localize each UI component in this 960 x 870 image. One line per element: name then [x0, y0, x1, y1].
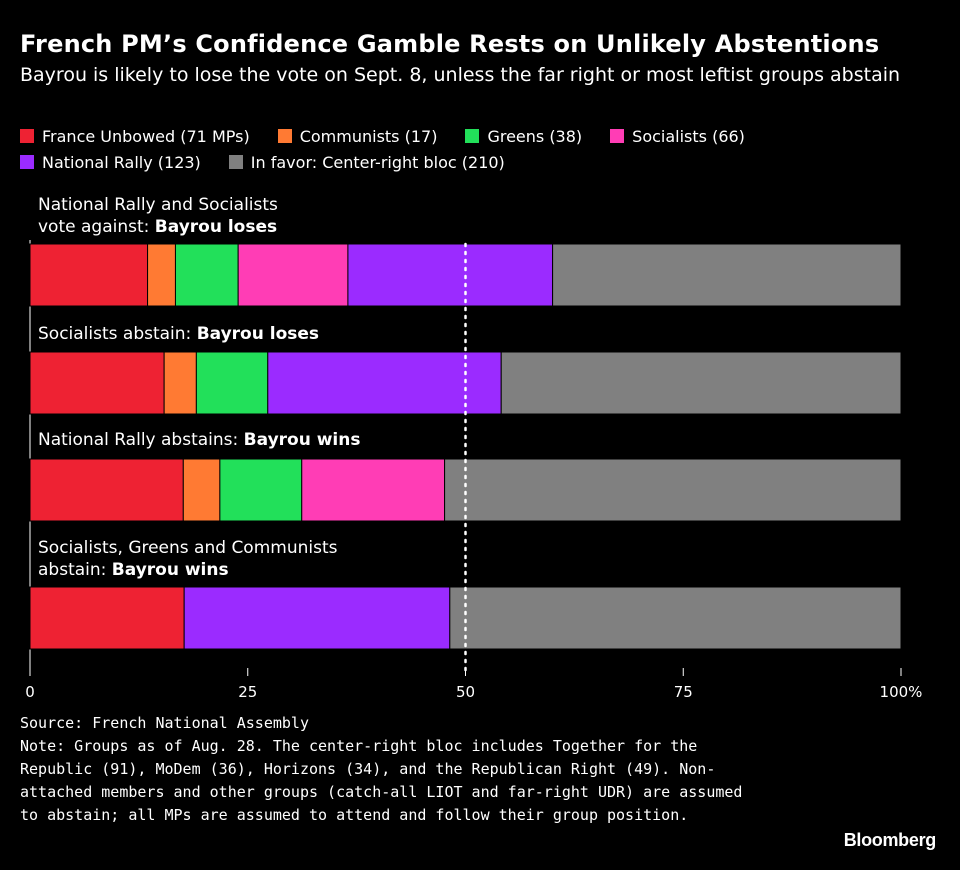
bar-segment-2-6 [500, 351, 902, 415]
bar-segment-2-2 [163, 351, 197, 415]
scenario-label-4: Socialists, Greens and Communists abstai… [38, 537, 458, 581]
x-tick-label: 75 [674, 683, 693, 701]
bar-segment-3-2 [182, 458, 221, 522]
bar-segment-3-6 [444, 458, 902, 522]
bar-segment-1-5 [347, 243, 554, 307]
legend-item-socialists: Socialists (66) [610, 127, 745, 146]
bar-segment-1-1 [29, 243, 149, 307]
bar-segment-1-3 [174, 243, 239, 307]
legend-swatch [465, 129, 480, 143]
legend-item-center-right: In favor: Center-right bloc (210) [228, 152, 505, 172]
bar-segment-2-3 [195, 351, 269, 415]
legend-swatch [228, 155, 243, 169]
legend-item-national-rally: National Rally (123) [20, 153, 201, 172]
scenario-outcome: Bayrou loses [154, 217, 278, 237]
bar-segment-2-5 [267, 351, 502, 415]
bar-segment-4-5 [183, 586, 451, 650]
chart-title: French PM’s Confidence Gamble Rests on U… [20, 30, 880, 58]
legend-item-greens: Greens (38) [465, 127, 582, 146]
x-tick-label: 50 [456, 683, 475, 701]
legend-item-communists: Communists (17) [277, 126, 438, 146]
legend-swatch [20, 129, 34, 143]
bar-segment-1-4 [237, 243, 349, 307]
legend-label: Communists (17) [299, 126, 438, 146]
source-note: Source: French National Assembly [20, 714, 309, 732]
x-tick-label: 0 [25, 683, 35, 701]
scenario-text: Socialists abstain: [38, 324, 197, 344]
scenario-text: abstain: [38, 560, 112, 580]
legend-swatch [610, 129, 625, 143]
bar-segment-3-3 [219, 458, 303, 522]
x-tick-label: 100% [880, 683, 923, 701]
scenario-outcome: Bayrou loses [196, 324, 320, 344]
bar-segment-3-4 [301, 458, 446, 522]
scenario-text: National Rally abstains: [38, 430, 244, 450]
scenario-label-3: National Rally abstains: Bayrou wins [38, 429, 458, 451]
scenario-label-1: National Rally and Socialists vote again… [38, 194, 458, 238]
bar-segment-1-2 [147, 243, 176, 307]
bloomberg-logo: Bloomberg [843, 830, 937, 850]
bar-segment-3-1 [29, 458, 184, 522]
footnote: Source: French National Assembly Note: G… [20, 712, 760, 827]
bar-segment-4-1 [29, 586, 185, 650]
legend-label: National Rally (123) [42, 152, 201, 172]
scenario-text: National Rally and Socialists [38, 195, 278, 215]
legend-label: Greens (38) [487, 126, 583, 146]
scenario-text: Socialists, Greens and Communists [38, 538, 338, 558]
legend: France Unbowed (71 MPs) Communists (17) … [20, 123, 940, 175]
legend-label: Socialists (66) [632, 126, 745, 146]
legend-label: In favor: Center-right bloc (210) [250, 152, 505, 172]
scenario-outcome: Bayrou wins [243, 430, 361, 450]
x-tick-label: 25 [238, 683, 257, 701]
bar-segment-1-6 [552, 243, 902, 307]
scenario-label-2: Socialists abstain: Bayrou loses [38, 323, 458, 345]
legend-swatch [20, 155, 34, 169]
legend-swatch [277, 129, 292, 143]
chart-subtitle: Bayrou is likely to lose the vote on Sep… [20, 64, 901, 86]
bar-segment-4-6 [449, 586, 902, 650]
scenario-text: vote against: [38, 217, 155, 237]
scenario-outcome: Bayrou wins [111, 560, 229, 580]
legend-label: France Unbowed (71 MPs) [42, 126, 250, 146]
bar-segment-2-1 [29, 351, 165, 415]
methodology-note: Note: Groups as of Aug. 28. The center-r… [20, 737, 743, 824]
stacked-bar-chart: 0 25 50 75 100% [25, 240, 923, 701]
legend-item-france-unbowed: France Unbowed (71 MPs) [20, 127, 250, 146]
